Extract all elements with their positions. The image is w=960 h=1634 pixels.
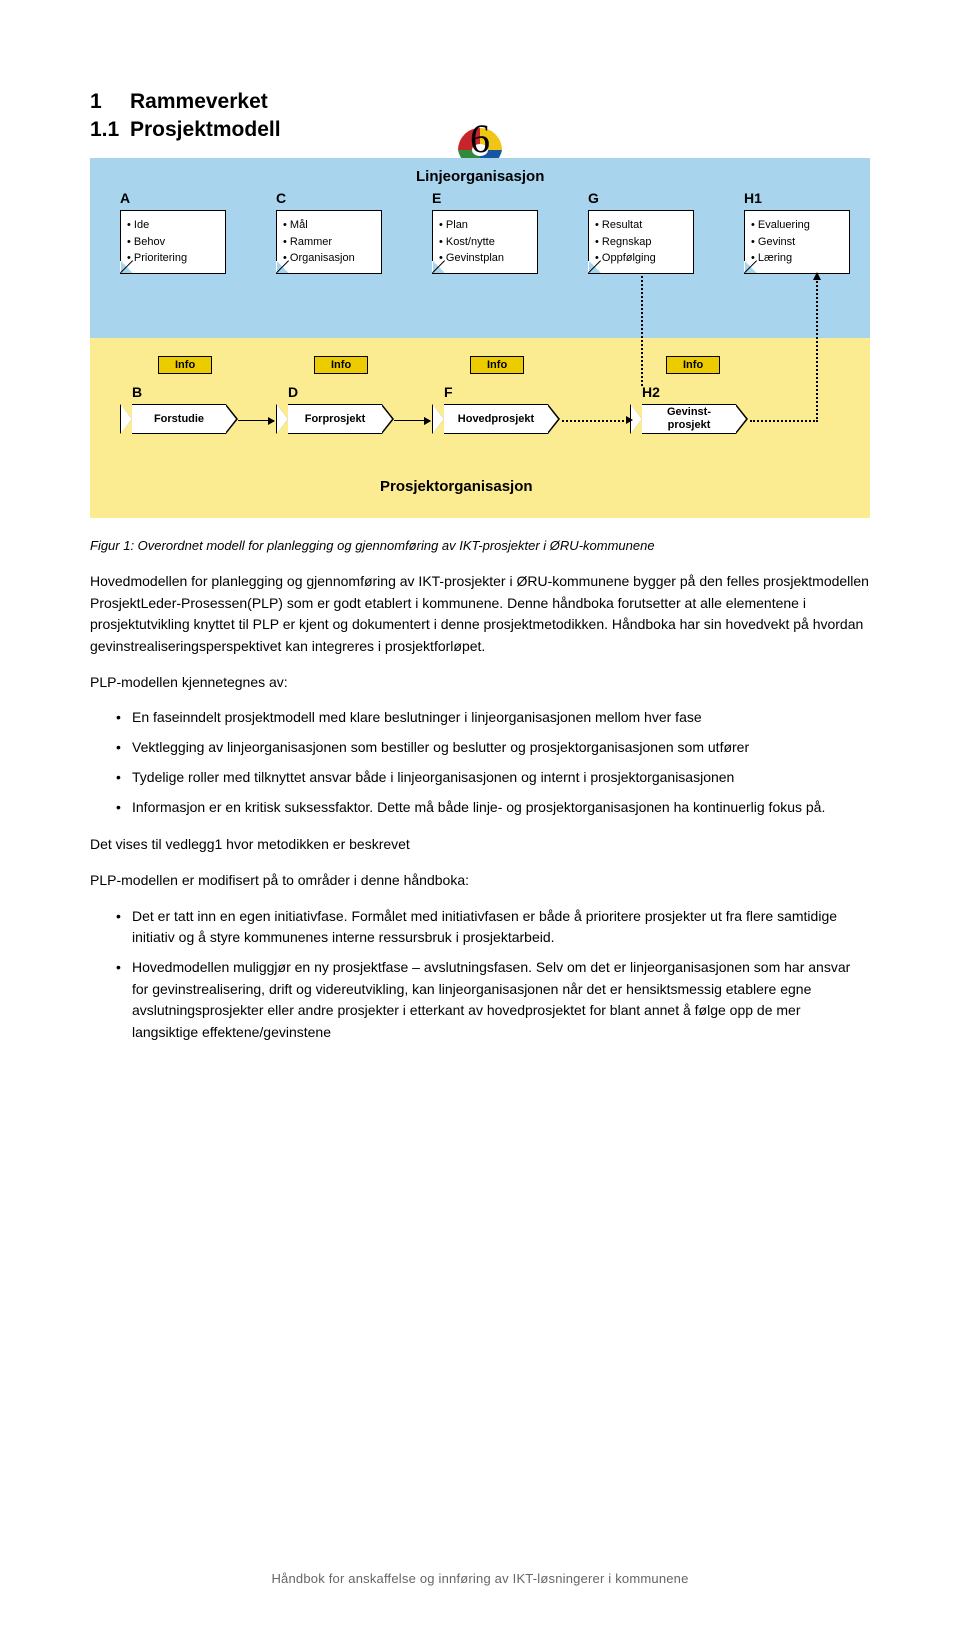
phase-G-item: • Oppfølging xyxy=(595,250,687,267)
bullet-item: Hovedmodellen muliggjør en ny prosjektfa… xyxy=(116,957,870,1044)
stage-D-label: D xyxy=(288,384,298,400)
bullet-item: En faseinndelt prosjektmodell med klare … xyxy=(116,707,870,729)
phase-A-item: • Prioritering xyxy=(127,250,219,267)
phase-E-label: E xyxy=(432,190,538,206)
stage-B: B Forstudie xyxy=(120,384,142,434)
phase-E-item: • Gevinstplan xyxy=(439,250,531,267)
page-footer: Håndbok for anskaffelse og innføring av … xyxy=(271,1571,688,1586)
stage-D: D Forprosjekt xyxy=(276,384,298,434)
info-tag: Info xyxy=(158,356,212,374)
stage-F-text: Hovedprosjekt xyxy=(444,404,548,434)
stage-D-text: Forprosjekt xyxy=(288,404,382,434)
dashed-H2-up xyxy=(816,278,818,422)
phase-C-item: • Mål xyxy=(283,217,375,234)
phase-G: G • Resultat • Regnskap • Oppfølging xyxy=(588,190,694,274)
phase-A-item: • Ide xyxy=(127,217,219,234)
phase-E: E • Plan • Kost/nytte • Gevinstplan xyxy=(432,190,538,274)
phase-H1-item: • Evaluering xyxy=(751,217,843,234)
bullet-item: Det er tatt inn en egen initiativfase. F… xyxy=(116,906,870,949)
phase-H1: H1 • Evaluering • Gevinst • Læring xyxy=(744,190,850,274)
body-para-2: PLP-modellen kjennetegnes av: xyxy=(90,672,870,694)
info-tag: Info xyxy=(314,356,368,374)
phase-C: C • Mål • Rammer • Organisasjon xyxy=(276,190,382,274)
body-para-4: PLP-modellen er modifisert på to områder… xyxy=(90,870,870,892)
arrow-D-F xyxy=(394,420,430,421)
phase-C-label: C xyxy=(276,190,382,206)
bullet-list-2: Det er tatt inn en egen initiativfase. F… xyxy=(116,906,870,1044)
project-model-diagram: Linjeorganisasjon A • Ide • Behov • Prio… xyxy=(90,158,870,518)
arrowhead-F-H2 xyxy=(626,416,633,424)
body-para-1: Hovedmodellen for planlegging og gjennom… xyxy=(90,571,870,658)
heading-text: Rammeverket xyxy=(130,90,268,113)
dashed-F-H2 xyxy=(562,420,628,422)
subheading-num: 1.1 xyxy=(90,118,130,142)
phase-E-item: • Kost/nytte xyxy=(439,234,531,251)
dashed-H2-right xyxy=(750,420,818,422)
phase-A-item: • Behov xyxy=(127,234,219,251)
phase-H1-label: H1 xyxy=(744,190,850,206)
phase-H1-item: • Læring xyxy=(751,250,843,267)
phase-G-label: G xyxy=(588,190,694,206)
figure-caption: Figur 1: Overordnet modell for planleggi… xyxy=(90,538,870,553)
stage-H2: H2 Gevinst- prosjekt xyxy=(630,384,660,434)
stage-B-label: B xyxy=(132,384,142,400)
phase-A: A • Ide • Behov • Prioritering xyxy=(120,190,226,274)
subheading-text: Prosjektmodell xyxy=(130,118,281,141)
heading-num: 1 xyxy=(90,90,130,114)
body-para-3: Det vises til vedlegg1 hvor metodikken e… xyxy=(90,834,870,856)
line-org-title: Linjeorganisasjon xyxy=(416,168,544,185)
bullet-item: Vektlegging av linjeorganisasjonen som b… xyxy=(116,737,870,759)
bullet-list-1: En faseinndelt prosjektmodell med klare … xyxy=(116,707,870,818)
info-tag: Info xyxy=(666,356,720,374)
phase-C-item: • Rammer xyxy=(283,234,375,251)
phase-E-item: • Plan xyxy=(439,217,531,234)
phase-H1-item: • Gevinst xyxy=(751,234,843,251)
project-org-title: Prosjektorganisasjon xyxy=(380,478,533,495)
phase-A-label: A xyxy=(120,190,226,206)
stage-F-label: F xyxy=(444,384,453,400)
phase-C-item: • Organisasjon xyxy=(283,250,375,267)
arrowhead-up-H1 xyxy=(813,272,821,280)
stage-F: F Hovedprosjekt xyxy=(432,384,453,434)
dashed-G-down xyxy=(641,276,643,386)
bullet-item: Tydelige roller med tilknyttet ansvar bå… xyxy=(116,767,870,789)
stage-B-text: Forstudie xyxy=(132,404,226,434)
page-number-text: 6 xyxy=(470,116,490,161)
stage-H2-label: H2 xyxy=(642,384,660,400)
phase-G-item: • Regnskap xyxy=(595,234,687,251)
phase-G-item: • Resultat xyxy=(595,217,687,234)
bullet-item: Informasjon er en kritisk suksessfaktor.… xyxy=(116,797,870,819)
info-tag: Info xyxy=(470,356,524,374)
arrow-B-D xyxy=(238,420,274,421)
stage-H2-text: Gevinst- prosjekt xyxy=(642,404,736,434)
